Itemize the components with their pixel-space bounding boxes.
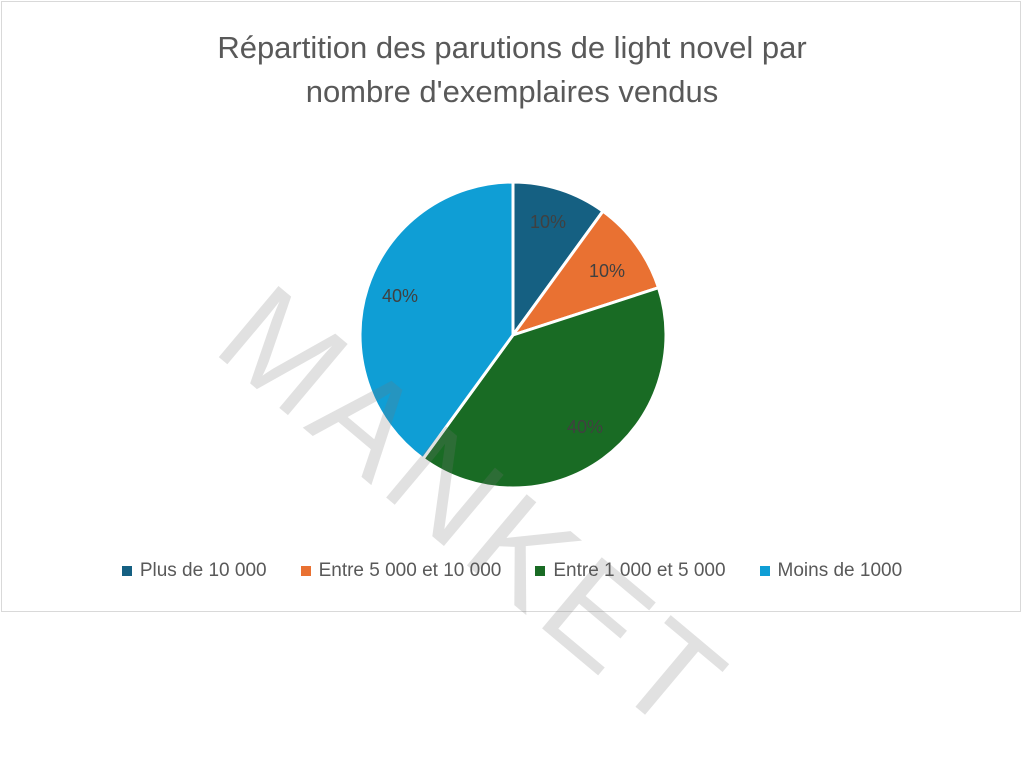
slice-data-label: 10% <box>530 212 566 232</box>
slice-data-label: 40% <box>382 286 418 306</box>
pie-slice <box>509 209 661 338</box>
legend-item-5000-10000: Entre 5 000 et 10 000 <box>300 560 502 582</box>
legend-swatch <box>535 566 546 576</box>
pie-chart: 10% 10% 40% 40% <box>358 180 668 490</box>
legend-swatch <box>759 566 770 576</box>
slice-data-label: 40% <box>567 417 603 437</box>
legend-item-moins-1000: Moins de 1000 <box>759 560 903 582</box>
legend-label: Plus de 10 000 <box>139 560 267 581</box>
pie-slice <box>358 180 515 461</box>
chart-frame <box>1 1 1021 612</box>
legend-label: Entre 1 000 et 5 000 <box>553 560 726 581</box>
legend-swatch <box>300 566 311 576</box>
pie-slice <box>511 180 606 340</box>
legend: Plus de 10 000 Entre 5 000 et 10 000 Ent… <box>0 560 1024 582</box>
title-line-1: Répartition des parutions de light novel… <box>217 30 807 65</box>
pie-slice <box>420 285 668 490</box>
chart-title: Répartition des parutions de light novel… <box>0 26 1024 114</box>
legend-swatch <box>121 566 132 576</box>
legend-item-plus-10000: Plus de 10 000 <box>121 560 267 582</box>
legend-label: Moins de 1000 <box>777 560 903 581</box>
title-line-2: nombre d'exemplaires vendus <box>305 74 719 109</box>
slice-data-label: 10% <box>589 261 625 281</box>
legend-label: Entre 5 000 et 10 000 <box>318 560 502 581</box>
legend-item-1000-5000: Entre 1 000 et 5 000 <box>535 560 726 582</box>
